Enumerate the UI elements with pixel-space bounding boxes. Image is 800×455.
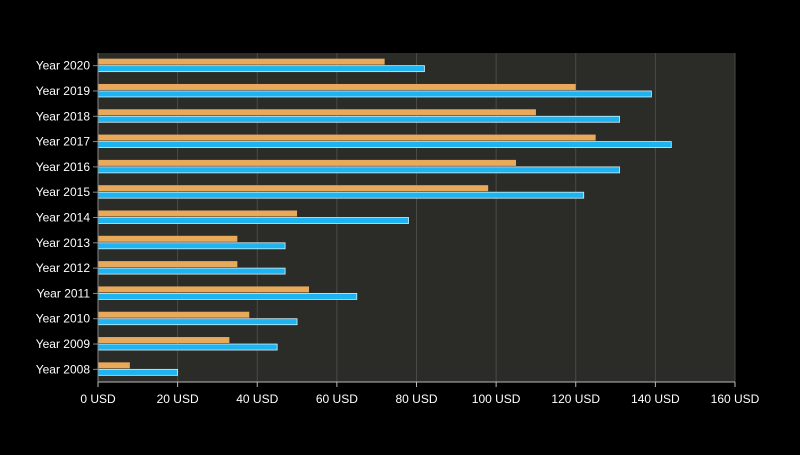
bar-blue [98, 192, 584, 199]
bar-blue [98, 344, 278, 351]
bar-blue [98, 90, 652, 97]
bar-orange [98, 210, 298, 217]
x-tick-label: 140 USD [631, 392, 680, 406]
x-tick-label: 160 USD [711, 392, 760, 406]
y-tick-label: Year 2017 [36, 135, 91, 149]
y-tick-label: Year 2012 [36, 261, 91, 275]
x-tick-label: 60 USD [316, 392, 358, 406]
bar-blue [98, 141, 672, 148]
y-tick-label: Year 2016 [36, 160, 91, 174]
x-tick-label: 80 USD [395, 392, 437, 406]
y-tick-labels: Year 2020 Year 2019 Year 2018 Year 2017 Year… [36, 59, 98, 376]
bar-blue [98, 166, 620, 173]
bar-blue [98, 293, 357, 300]
bar-blue [98, 268, 286, 275]
y-tick-label: Year 2020 [36, 59, 91, 73]
x-tick-label: 20 USD [157, 392, 199, 406]
bar-orange [98, 362, 130, 369]
bar-blue [98, 116, 620, 123]
y-tick-label: Year 2008 [36, 362, 91, 376]
y-tick-label: Year 2019 [36, 84, 91, 98]
bar-blue [98, 217, 409, 224]
bar-orange [98, 337, 230, 344]
bar-orange [98, 109, 536, 116]
y-tick-label: Year 2018 [36, 109, 91, 123]
y-tick-label: Year 2013 [36, 236, 91, 250]
x-tick-label: 40 USD [236, 392, 278, 406]
bar-blue [98, 318, 298, 325]
bar-orange [98, 58, 385, 65]
bar-orange [98, 261, 238, 268]
y-tick-label: Year 2011 [37, 286, 91, 300]
y-tick-label: Year 2014 [36, 211, 91, 225]
x-tick-label: 100 USD [472, 392, 521, 406]
y-tick-label: Year 2015 [36, 185, 91, 199]
x-tick-labels: 0 USD 20 USD 40 USD 60 USD 80 USD 100 USD 120 … [80, 392, 759, 406]
y-tick-label: Year 2009 [36, 337, 91, 351]
bar-blue [98, 65, 425, 72]
bar-orange [98, 134, 596, 141]
bar-orange [98, 235, 238, 242]
bar-orange [98, 83, 576, 90]
bar-orange [98, 311, 250, 318]
bar-blue [98, 369, 178, 376]
bar-orange [98, 286, 310, 293]
bar-blue [98, 242, 286, 249]
y-tick-label: Year 2010 [36, 312, 91, 326]
x-tick-label: 120 USD [551, 392, 600, 406]
bar-orange [98, 159, 517, 166]
x-tick-label: 0 USD [80, 392, 116, 406]
bar-orange [98, 185, 489, 192]
